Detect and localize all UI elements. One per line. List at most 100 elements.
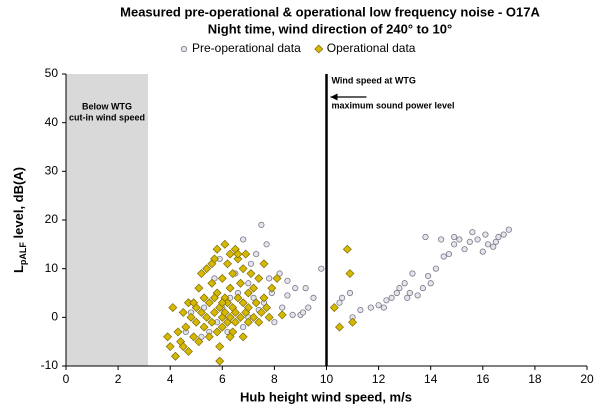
point [197, 308, 206, 317]
point [292, 285, 299, 292]
point [272, 273, 282, 283]
point [375, 302, 382, 309]
point [211, 275, 218, 282]
y-tick-label: 20 [45, 212, 59, 226]
x-tick-label: 6 [219, 372, 226, 386]
point [246, 269, 256, 278]
point [466, 238, 473, 245]
point [207, 317, 217, 327]
point [474, 236, 481, 243]
point [199, 322, 209, 332]
point [284, 277, 291, 284]
point [170, 351, 180, 361]
point [165, 342, 175, 351]
point [178, 308, 188, 317]
region-label: cut-in wind speed [69, 112, 145, 122]
point [383, 297, 390, 304]
point [279, 304, 286, 311]
point [336, 299, 343, 306]
point [393, 289, 400, 297]
point [469, 229, 476, 236]
point [243, 288, 253, 298]
point [243, 303, 253, 313]
point [419, 285, 426, 292]
point [220, 308, 230, 317]
point [194, 337, 204, 347]
point [482, 231, 489, 238]
point [204, 298, 214, 308]
point [342, 244, 352, 254]
point [258, 221, 265, 228]
x-tick-label: 16 [476, 372, 490, 386]
point [240, 236, 247, 243]
point [241, 249, 251, 259]
point [451, 233, 458, 241]
point [217, 298, 227, 308]
point [243, 317, 253, 327]
point [198, 333, 205, 340]
point [259, 293, 269, 303]
y-tick-label: 30 [45, 164, 59, 178]
point [225, 332, 235, 342]
point [432, 265, 440, 272]
point [409, 270, 416, 277]
point [250, 294, 257, 301]
arrow-head [330, 93, 338, 101]
x-tick-label: 0 [63, 372, 70, 386]
y-tick-label: -10 [41, 358, 59, 372]
x-tick-label: 18 [528, 372, 542, 386]
legend-label: Operational data [327, 41, 416, 55]
point [173, 327, 183, 337]
point [207, 278, 217, 288]
point [490, 243, 497, 250]
shaded-region [66, 74, 149, 366]
y-label-rest: level, dB(A) [11, 167, 26, 242]
point [335, 322, 344, 332]
point [289, 311, 296, 318]
point [329, 303, 339, 313]
point [318, 265, 325, 272]
point [401, 280, 408, 287]
point [427, 280, 434, 287]
point [505, 226, 512, 233]
point [217, 322, 227, 332]
point [253, 250, 260, 258]
legend-marker [180, 45, 188, 53]
chart-title: Measured pre-operational & operational l… [120, 4, 540, 19]
point [204, 332, 214, 342]
point [184, 346, 193, 356]
point [233, 249, 243, 259]
point [225, 249, 235, 259]
point [404, 294, 411, 301]
point [500, 231, 507, 238]
point [339, 294, 346, 301]
point [247, 260, 255, 267]
point [266, 275, 273, 282]
point [305, 304, 312, 311]
point [230, 308, 240, 317]
x-tick-label: 14 [424, 372, 438, 386]
point [284, 292, 291, 299]
point [445, 250, 453, 258]
point [163, 332, 173, 342]
point [194, 283, 204, 293]
point [263, 241, 270, 248]
point [414, 292, 421, 299]
point [440, 253, 447, 260]
chart-subtitle: Night time, wind direction of 240° to 10… [208, 21, 452, 36]
point [238, 332, 248, 342]
x-tick-label: 20 [580, 372, 594, 386]
point [264, 312, 274, 322]
point [202, 312, 212, 322]
point [220, 239, 230, 249]
point [479, 248, 486, 255]
point [267, 283, 277, 293]
point [199, 293, 209, 303]
point [240, 323, 247, 331]
x-tick-label: 10 [320, 372, 334, 386]
point [178, 342, 188, 351]
point [233, 293, 243, 303]
point [189, 298, 199, 308]
point [233, 254, 243, 264]
point [215, 356, 225, 366]
